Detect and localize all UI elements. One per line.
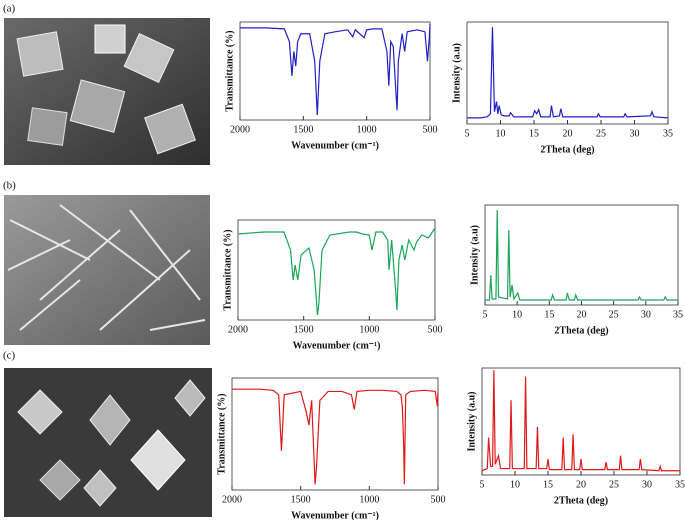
x-tick-label: 500 [431, 494, 446, 505]
plot-frame [484, 204, 679, 306]
x-tick-label: 30 [630, 128, 640, 139]
x-tick-label: 20 [577, 309, 587, 320]
y-axis-label: Transmittance (%) [216, 393, 227, 474]
x-tick-label: 1500 [293, 124, 313, 135]
x-axis-label: Wavenumber (cm⁻¹) [291, 140, 379, 151]
x-tick-label: 1500 [291, 494, 311, 505]
x-tick-label: 10 [510, 479, 520, 490]
x-axis-label: 2Theta (deg) [554, 325, 608, 336]
x-tick-label: 10 [512, 309, 522, 320]
x-tick-label: 20 [576, 479, 586, 490]
panel-label: (b) [3, 180, 16, 192]
y-axis-label: Intensity (a.u) [466, 391, 477, 451]
x-tick-label: 15 [529, 128, 539, 139]
x-tick-label: 5 [483, 309, 488, 320]
spectrum-line [467, 27, 669, 119]
spectrum-line [232, 388, 439, 485]
plot-frame [237, 219, 436, 321]
sem-image [4, 18, 210, 165]
x-tick-label: 25 [609, 309, 619, 320]
y-axis-label: Transmittance (%) [222, 229, 233, 310]
x-tick-label: 35 [673, 309, 683, 320]
y-axis-label: Intensity (a.u) [451, 43, 462, 103]
spectrum-line [237, 227, 436, 316]
x-tick-label: 1000 [359, 324, 379, 335]
x-tick-label: 5 [480, 479, 485, 490]
x-tick-label: 2000 [230, 124, 250, 135]
x-tick-label: 1500 [294, 324, 314, 335]
x-tick-label: 2000 [222, 494, 242, 505]
x-tick-label: 35 [675, 479, 685, 490]
x-tick-label: 35 [663, 128, 673, 139]
x-tick-label: 15 [543, 479, 553, 490]
x-tick-label: 30 [642, 479, 652, 490]
x-axis-label: Wavenumber (cm⁻¹) [291, 510, 379, 520]
panel-label: (a) [3, 3, 16, 15]
x-tick-label: 10 [496, 128, 506, 139]
sem-image [4, 368, 212, 517]
x-tick-label: 1000 [359, 494, 379, 505]
x-tick-label: 2000 [228, 324, 248, 335]
x-tick-label: 1000 [357, 124, 377, 135]
x-tick-label: 500 [423, 124, 438, 135]
spectrum-line [481, 370, 680, 472]
spectrum-line [485, 209, 678, 301]
x-tick-label: 25 [596, 128, 606, 139]
plot-frame [231, 377, 439, 491]
y-axis-label: Intensity (a.u) [469, 225, 480, 285]
x-tick-label: 25 [609, 479, 619, 490]
x-tick-label: 15 [544, 309, 554, 320]
x-axis-label: 2Theta (deg) [540, 144, 594, 155]
panel-label: (c) [3, 350, 16, 362]
x-axis-label: Wavenumber (cm⁻¹) [293, 340, 381, 351]
x-tick-label: 500 [428, 324, 443, 335]
x-tick-label: 30 [641, 309, 651, 320]
x-tick-label: 5 [465, 128, 470, 139]
x-tick-label: 20 [563, 128, 573, 139]
y-axis-label: Transmittance (%) [224, 30, 235, 111]
sem-image [4, 195, 210, 345]
spectrum-line [240, 23, 431, 116]
plot-frame [239, 21, 431, 121]
x-axis-label: 2Theta (deg) [554, 495, 608, 506]
